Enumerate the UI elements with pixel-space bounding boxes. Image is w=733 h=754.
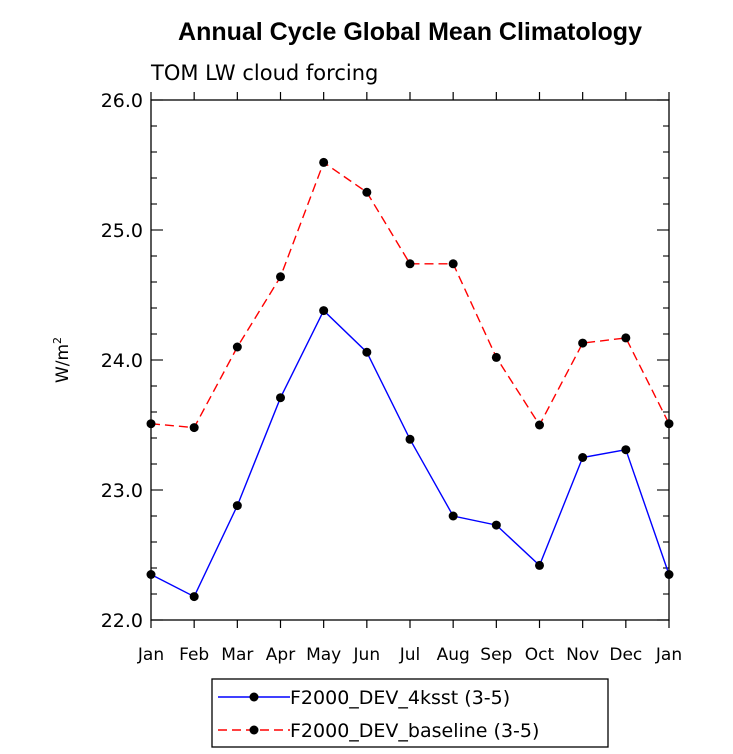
series-1-point — [578, 338, 588, 348]
series-1-point — [621, 333, 631, 343]
series-1-point — [405, 259, 415, 269]
x-tick-label: Dec — [609, 645, 642, 665]
x-tick-label: Jan — [655, 645, 682, 665]
series-0-point — [276, 393, 285, 403]
x-tick-label: Mar — [221, 645, 253, 665]
y-tick-label: 26.0 — [101, 90, 143, 112]
series-0-point — [319, 306, 329, 316]
y-axis-label-base: W/m — [53, 344, 73, 383]
legend-label-0: F2000_DEV_4ksst (3-5) — [290, 687, 510, 709]
y-axis-label: W/m2 — [51, 337, 73, 383]
x-tick-label: May — [306, 645, 341, 665]
y-tick-labels: 22.0 23.0 24.0 25.0 26.0 — [101, 90, 143, 632]
series-1-point — [276, 272, 285, 282]
y-tick-label: 23.0 — [101, 480, 143, 502]
series-0-point — [189, 592, 199, 602]
x-tick-label: Jul — [399, 645, 421, 665]
series-1-point — [232, 342, 242, 352]
y-tick-label: 25.0 — [101, 220, 143, 242]
chart-subtitle: TOM LW cloud forcing — [150, 61, 378, 85]
series-0-point — [491, 520, 501, 530]
x-tick-label: Feb — [179, 645, 209, 665]
plot-frame — [150, 99, 670, 621]
series-0-point — [405, 434, 415, 444]
series-1-point — [319, 157, 329, 167]
x-tick-label: Sep — [480, 645, 512, 665]
legend-box — [211, 678, 609, 748]
series-0-point — [362, 347, 372, 357]
series-1-point — [448, 259, 458, 269]
x-tick-label: Jun — [353, 645, 381, 665]
y-tick-label: 24.0 — [101, 350, 143, 372]
series-1-point — [664, 419, 674, 429]
series-1-point — [146, 419, 156, 429]
series-0-point — [448, 511, 458, 521]
series-line-0 — [150, 309, 670, 598]
series-0-point — [664, 570, 674, 579]
series-line-1 — [150, 161, 670, 429]
series-0-point — [535, 560, 544, 570]
x-tick-label: Oct — [525, 645, 555, 665]
series-layer — [146, 157, 674, 602]
legend-label-1: F2000_DEV_baseline (3-5) — [290, 720, 539, 742]
y-axis-label-sup: 2 — [51, 337, 64, 344]
series-1-point — [362, 187, 372, 197]
legend: F2000_DEV_4ksst (3-5) F2000_DEV_baseline … — [218, 687, 539, 742]
x-tick-label: Jan — [137, 645, 164, 665]
y-tick-label: 22.0 — [101, 610, 143, 632]
series-0-point — [232, 501, 242, 511]
chart-title: Annual Cycle Global Mean Climatology — [178, 18, 642, 46]
series-0-point — [578, 453, 588, 462]
legend-marker-1 — [249, 725, 259, 735]
x-tick-label: Nov — [566, 645, 599, 665]
series-0-point — [146, 570, 156, 579]
x-tick-labels: Jan Feb Mar Apr May Jun Jul Aug Sep Oct Nov Dec Jan — [137, 645, 682, 665]
x-tick-label: Aug — [437, 645, 470, 665]
svg-text:W/m2: W/m2 — [51, 337, 73, 383]
x-tick-label: Apr — [266, 645, 295, 665]
axis-ticks — [150, 92, 670, 628]
series-0-point — [621, 445, 631, 455]
series-1-point — [189, 423, 199, 433]
series-1-point — [491, 352, 501, 362]
series-1-point — [535, 420, 544, 430]
legend-marker-0 — [249, 692, 259, 702]
